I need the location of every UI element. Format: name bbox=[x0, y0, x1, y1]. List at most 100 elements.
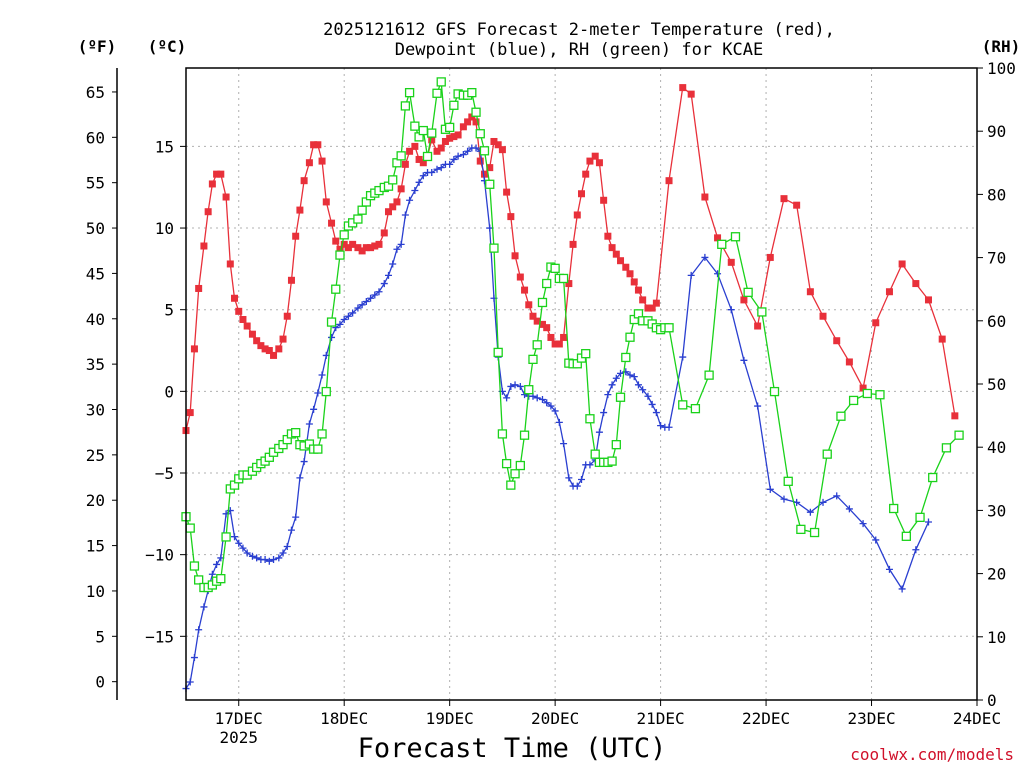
dewpoint-point bbox=[190, 654, 198, 662]
rh-point bbox=[339, 230, 349, 240]
dewpoint-point bbox=[213, 560, 221, 568]
celsius-tick-label: 15 bbox=[155, 137, 174, 156]
temperature-point bbox=[257, 342, 265, 350]
dewpoint-point bbox=[200, 603, 208, 611]
celsius-tick-label: −5 bbox=[155, 464, 174, 483]
celsius-tick-label: −10 bbox=[145, 546, 174, 565]
dewpoint-point bbox=[287, 526, 295, 534]
temperature-point bbox=[529, 312, 537, 320]
temperature-point bbox=[845, 358, 853, 366]
temperature-point bbox=[604, 232, 612, 240]
fahrenheit-tick-label: 55 bbox=[86, 174, 105, 193]
temperature-point bbox=[679, 84, 687, 92]
dewpoint-series bbox=[182, 144, 932, 693]
rh-point bbox=[506, 480, 516, 490]
fahrenheit-tick-label: 35 bbox=[86, 355, 105, 374]
temperature-point bbox=[200, 242, 208, 250]
temperature-point bbox=[754, 322, 762, 330]
dewpoint-point bbox=[186, 678, 194, 686]
temperature-point bbox=[476, 157, 484, 165]
temperature-point bbox=[190, 345, 198, 353]
temperature-point bbox=[480, 170, 488, 178]
temperature-point bbox=[727, 258, 735, 266]
dewpoint-point bbox=[845, 505, 853, 513]
temperature-point bbox=[687, 90, 695, 98]
rh-point bbox=[489, 243, 499, 253]
rh-point bbox=[743, 287, 753, 298]
rh-point bbox=[585, 414, 595, 424]
rh-point bbox=[581, 349, 591, 359]
dewpoint-point bbox=[565, 474, 573, 482]
temperature-point bbox=[222, 193, 230, 201]
rh-point bbox=[475, 129, 485, 139]
dewpoint-point bbox=[239, 544, 247, 552]
temperature-point bbox=[617, 257, 625, 265]
fahrenheit-tick-label: 15 bbox=[86, 537, 105, 556]
dewpoint-point bbox=[393, 245, 401, 253]
dewpoint-point bbox=[384, 271, 392, 279]
fahrenheit-tick-label: 0 bbox=[95, 673, 105, 692]
dewpoint-point bbox=[446, 160, 454, 168]
rh-point bbox=[524, 385, 534, 395]
dewpoint-point bbox=[248, 552, 256, 560]
rh-point bbox=[625, 332, 635, 342]
rh-point bbox=[479, 146, 490, 156]
dewpoint-point bbox=[560, 440, 568, 448]
rh-point bbox=[621, 352, 631, 363]
rh-point bbox=[717, 239, 727, 249]
celsius-tick-label: 5 bbox=[164, 301, 174, 320]
temperature-point bbox=[344, 244, 352, 252]
rh-point bbox=[809, 527, 820, 538]
x-tick-label: 19DEC bbox=[426, 709, 474, 728]
temperature-point bbox=[253, 337, 261, 345]
dewpoint-point bbox=[362, 298, 370, 306]
celsius-tick-label: 10 bbox=[155, 219, 174, 238]
temperature-point bbox=[336, 245, 344, 253]
grid bbox=[186, 68, 977, 700]
temperature-point bbox=[208, 180, 216, 188]
dewpoint-point bbox=[533, 394, 541, 402]
rh-point bbox=[357, 205, 367, 215]
temperature-point bbox=[318, 157, 326, 165]
rh-tick-label: 80 bbox=[987, 185, 1006, 204]
temperature-point bbox=[441, 137, 449, 145]
temperature-point bbox=[226, 260, 234, 268]
dewpoint-point bbox=[617, 369, 625, 377]
chart-title-line1: 2025121612 GFS Forecast 2-meter Temperat… bbox=[323, 20, 835, 40]
rh-tick-label: 60 bbox=[987, 312, 1006, 331]
plot-frame bbox=[185, 67, 978, 701]
dewpoint-point bbox=[265, 557, 273, 565]
fahrenheit-axis-unit: (ºF) bbox=[78, 37, 117, 56]
temperature-point bbox=[459, 123, 467, 131]
rh-line bbox=[185, 81, 960, 589]
temperature-point bbox=[511, 252, 519, 260]
dewpoint-point bbox=[657, 422, 665, 430]
temperature-point bbox=[243, 322, 251, 330]
rh-tick-label: 10 bbox=[987, 628, 1006, 647]
temperature-point bbox=[261, 345, 269, 353]
rh-point bbox=[611, 440, 621, 450]
temperature-point bbox=[287, 276, 295, 284]
dewpoint-point bbox=[538, 396, 546, 404]
temperature-point bbox=[652, 299, 660, 307]
temperature-point bbox=[591, 152, 599, 160]
rh-point bbox=[537, 297, 548, 308]
rh-point bbox=[388, 175, 398, 185]
temperature-point bbox=[275, 345, 283, 353]
rh-tick-label: 20 bbox=[987, 565, 1006, 584]
temperature-point bbox=[472, 118, 480, 126]
rh-point bbox=[836, 411, 846, 421]
dewpoint-point bbox=[459, 151, 467, 159]
temperature-point bbox=[384, 208, 392, 216]
temperature-point bbox=[538, 320, 546, 328]
dewpoint-point bbox=[296, 474, 304, 482]
dewpoint-point bbox=[507, 382, 515, 390]
fahrenheit-tick-label: 45 bbox=[86, 264, 105, 283]
celsius-tick-label: 0 bbox=[164, 382, 174, 401]
rh-point bbox=[510, 469, 520, 479]
x-axis-label: Forecast Time (UTC) bbox=[358, 733, 667, 764]
temperature-point bbox=[600, 196, 608, 204]
fahrenheit-tick-label: 65 bbox=[86, 83, 105, 102]
rh-series bbox=[181, 77, 964, 593]
